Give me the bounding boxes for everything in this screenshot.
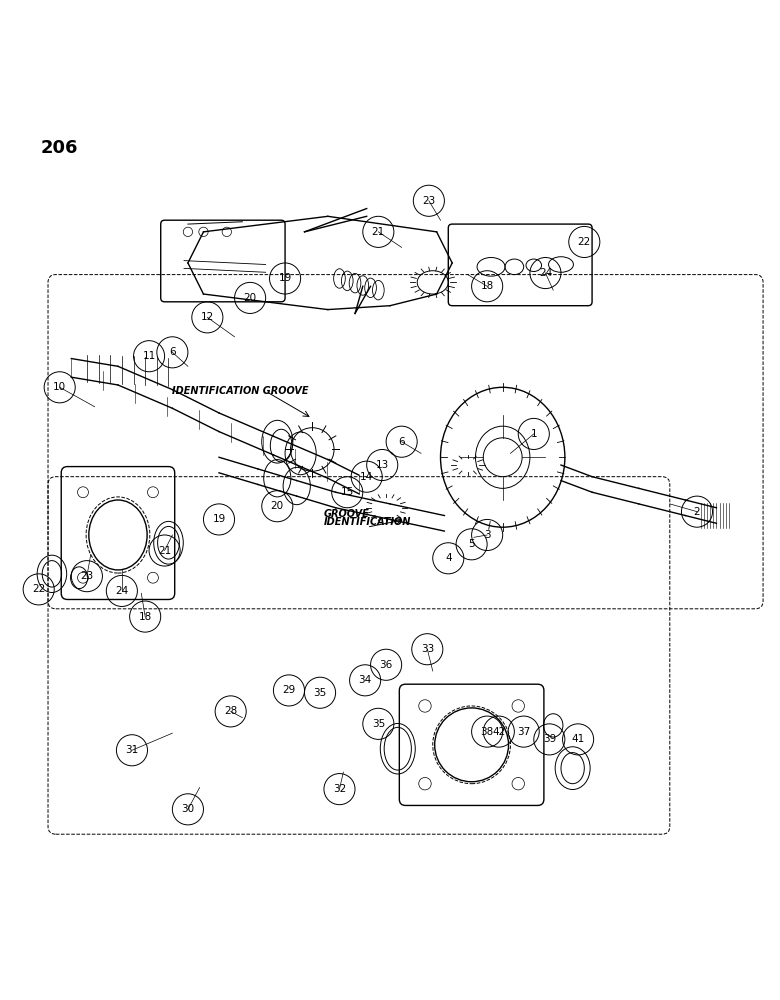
Text: 20: 20: [243, 293, 257, 303]
Text: 21: 21: [372, 227, 385, 237]
Text: 23: 23: [422, 196, 435, 206]
Text: 34: 34: [359, 675, 372, 685]
Text: IDENTIFICATION: IDENTIFICATION: [324, 517, 411, 527]
Text: 206: 206: [41, 139, 78, 157]
Text: 24: 24: [115, 586, 129, 596]
Text: 6: 6: [399, 437, 405, 447]
Text: 35: 35: [372, 719, 385, 729]
Text: 3: 3: [484, 530, 491, 540]
Text: 18: 18: [480, 281, 494, 291]
Text: 37: 37: [517, 727, 530, 737]
Text: 22: 22: [578, 237, 591, 247]
Text: 4: 4: [445, 553, 452, 563]
Text: 10: 10: [53, 382, 66, 392]
Text: 14: 14: [360, 472, 374, 482]
Text: 22: 22: [32, 584, 45, 594]
Text: 12: 12: [200, 312, 214, 322]
Text: 18: 18: [139, 612, 152, 622]
Text: 15: 15: [341, 487, 354, 497]
Text: 33: 33: [420, 644, 434, 654]
Text: 28: 28: [224, 706, 237, 716]
Text: IDENTIFICATION GROOVE: IDENTIFICATION GROOVE: [172, 386, 309, 396]
Text: 29: 29: [282, 685, 296, 695]
Text: 23: 23: [80, 571, 94, 581]
Text: 13: 13: [376, 460, 389, 470]
Text: 32: 32: [333, 784, 346, 794]
Text: GROOVE: GROOVE: [324, 509, 370, 519]
Text: 19: 19: [278, 273, 292, 283]
Text: 24: 24: [539, 268, 552, 278]
Text: 11: 11: [143, 351, 156, 361]
Text: 21: 21: [158, 546, 172, 556]
Text: 39: 39: [543, 734, 556, 744]
Text: 2: 2: [693, 507, 700, 517]
Text: 6: 6: [169, 347, 176, 357]
Text: 38: 38: [480, 727, 494, 737]
Text: 30: 30: [182, 804, 194, 814]
Text: 1: 1: [530, 429, 537, 439]
Text: 36: 36: [380, 660, 393, 670]
Text: 19: 19: [212, 514, 225, 524]
Text: 20: 20: [271, 501, 284, 511]
Text: 31: 31: [126, 745, 139, 755]
Text: 42: 42: [492, 727, 505, 737]
Text: 35: 35: [314, 688, 327, 698]
Text: 41: 41: [572, 734, 585, 744]
Text: 5: 5: [468, 539, 475, 549]
